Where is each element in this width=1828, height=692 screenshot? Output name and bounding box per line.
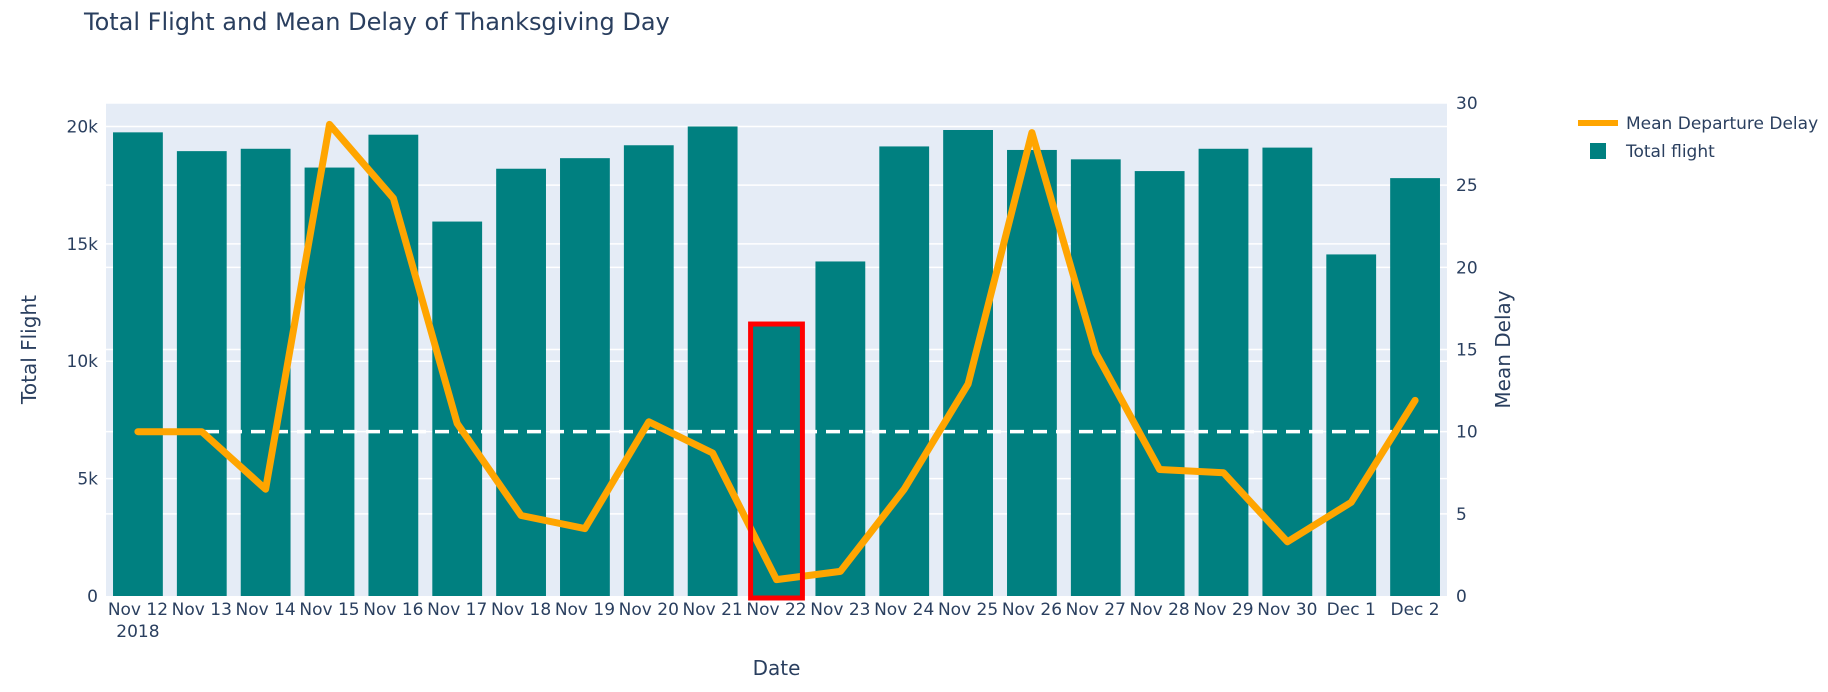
y-tick-label: 20k (67, 117, 99, 137)
highlight-box (748, 321, 805, 601)
x-tick-label: Nov 28 (1130, 600, 1190, 620)
bar (879, 146, 930, 596)
bar (176, 151, 227, 596)
x-tick-label: Nov 23 (810, 600, 870, 620)
bar (368, 134, 419, 596)
x-tick-label: Nov 14 (236, 600, 296, 620)
bar (113, 132, 163, 596)
x-tick-label: Nov 12 2018 (108, 600, 168, 642)
x-tick-label: Nov 30 (1257, 600, 1317, 620)
bar (815, 261, 866, 596)
legend-label-total-flight: Total flight (1625, 142, 1715, 162)
x-axis-title: Date (753, 656, 801, 680)
x-tick-label: Nov 26 (1002, 600, 1062, 620)
series-line-mean-departure-delay (134, 120, 1419, 584)
y2-tick-label: 5 (1456, 505, 1467, 525)
x-tick-label: Nov 24 (874, 600, 934, 620)
x-tick-label: Nov 27 (1066, 600, 1126, 620)
bar (751, 326, 802, 596)
x-tick-label: Nov 25 (938, 600, 998, 620)
y-tick-label: 5k (77, 470, 98, 490)
x-tick-label: Nov 18 (491, 600, 551, 620)
y-tick-label: 10k (67, 352, 99, 372)
bar (1390, 178, 1440, 596)
x-tick-label: Nov 16 (363, 600, 423, 620)
x-tick-label: Dec 1 (1327, 600, 1376, 620)
bar (1326, 254, 1377, 596)
bar (240, 148, 291, 596)
bar (496, 168, 546, 596)
bar (1134, 171, 1185, 597)
y2-tick-label: 0 (1456, 587, 1467, 607)
legend-label-mean-departure-delay: Mean Departure Delay (1626, 114, 1818, 134)
bar (623, 145, 674, 596)
x-tick-label: Dec 2 (1391, 600, 1440, 620)
y-tick-label: 15k (67, 235, 99, 255)
bar (687, 126, 738, 596)
bar (1198, 148, 1249, 596)
y2-tick-label: 10 (1456, 423, 1478, 443)
y2-axis-title: Mean Delay (1491, 290, 1515, 408)
x-tick-label: Nov 22 (746, 600, 806, 620)
y2-tick-label: 20 (1456, 258, 1478, 278)
chart-title: Total Flight and Mean Delay of Thanksgiv… (84, 8, 670, 36)
x-tick-label: Nov 17 (427, 600, 487, 620)
y2-tick-label: 25 (1456, 176, 1478, 196)
bar (1007, 149, 1057, 596)
legend-swatch-bar (1590, 143, 1606, 159)
y2-tick-label: 15 (1456, 341, 1478, 361)
y-axis-title: Total Flight (17, 295, 41, 405)
x-tick-label: Nov 13 (172, 600, 232, 620)
x-tick-label: Nov 20 (619, 600, 679, 620)
bar (432, 221, 483, 597)
bar (943, 129, 993, 596)
y-tick-label: 0 (87, 587, 98, 607)
x-tick-label: Nov 29 (1193, 600, 1253, 620)
x-tick-label: Nov 15 (299, 600, 359, 620)
x-tick-label: Nov 21 (683, 600, 743, 620)
x-tick-label: Nov 19 (555, 600, 615, 620)
y2-tick-label: 30 (1456, 94, 1478, 114)
